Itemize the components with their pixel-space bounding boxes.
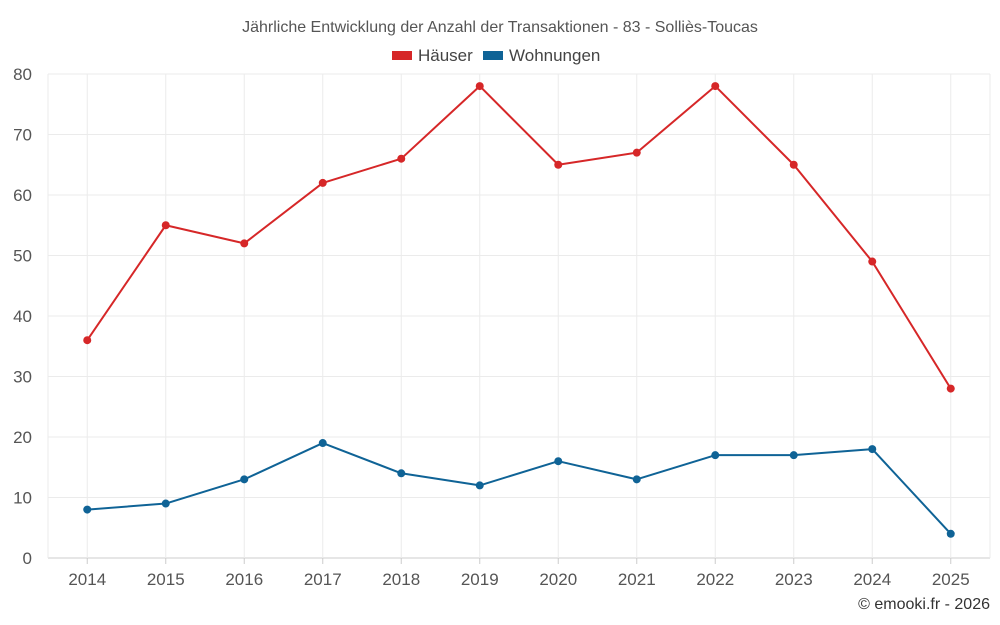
data-point-haeuser[interactable] (711, 82, 720, 91)
data-point-wohnungen[interactable] (632, 475, 641, 484)
gridlines (47, 73, 991, 559)
data-point-haeuser[interactable] (868, 257, 877, 266)
x-tick-label: 2016 (225, 570, 263, 589)
x-tick-label: 2020 (539, 570, 577, 589)
data-point-wohnungen[interactable] (475, 481, 484, 490)
legend-label-wohnungen[interactable]: Wohnungen (509, 46, 600, 65)
legend: Häuser Wohnungen (392, 46, 600, 65)
x-tick-label: 2023 (775, 570, 813, 589)
x-tick-label: 2014 (68, 570, 106, 589)
series-wohnungen (83, 439, 955, 538)
data-point-haeuser[interactable] (240, 239, 249, 248)
data-point-wohnungen[interactable] (946, 529, 955, 538)
x-axis: 2014 2015 2016 2017 2018 2019 2020 2021 2022 2023… (68, 558, 970, 589)
data-point-haeuser[interactable] (318, 178, 327, 187)
y-tick-label: 10 (13, 489, 32, 508)
credit-text: © emooki.fr - 2026 (858, 596, 990, 613)
legend-swatch-haeuser (392, 51, 412, 60)
x-tick-label: 2022 (696, 570, 734, 589)
data-point-wohnungen[interactable] (554, 457, 563, 466)
data-point-haeuser[interactable] (946, 384, 955, 393)
data-point-haeuser[interactable] (161, 221, 170, 230)
y-tick-label: 30 (13, 368, 32, 387)
series (83, 82, 955, 538)
y-tick-label: 0 (23, 549, 32, 568)
y-tick-label: 40 (13, 307, 32, 326)
x-tick-label: 2024 (853, 570, 891, 589)
y-tick-label: 80 (13, 65, 32, 84)
data-point-wohnungen[interactable] (83, 505, 92, 514)
data-point-haeuser[interactable] (632, 148, 641, 157)
series-line-haeuser (86, 85, 952, 390)
x-tick-label: 2025 (932, 570, 970, 589)
chart-title: Jährliche Entwicklung der Anzahl der Tra… (242, 19, 758, 36)
x-tick-label: 2018 (382, 570, 420, 589)
series-haeuser (83, 82, 955, 393)
x-tick-label: 2015 (147, 570, 185, 589)
y-tick-label: 60 (13, 186, 32, 205)
data-point-haeuser[interactable] (475, 82, 484, 91)
y-tick-label: 70 (13, 126, 32, 145)
y-axis: 0 10 20 30 40 50 60 70 80 (13, 65, 32, 568)
x-tick-label: 2019 (461, 570, 499, 589)
data-point-haeuser[interactable] (397, 154, 406, 163)
data-point-wohnungen[interactable] (789, 451, 798, 460)
data-point-wohnungen[interactable] (397, 469, 406, 478)
data-point-wohnungen[interactable] (711, 451, 720, 460)
data-point-haeuser[interactable] (83, 336, 92, 345)
y-tick-label: 20 (13, 428, 32, 447)
legend-label-haeuser[interactable]: Häuser (418, 46, 473, 65)
x-tick-label: 2017 (304, 570, 342, 589)
series-line-wohnungen (87, 442, 952, 535)
data-point-wohnungen[interactable] (161, 499, 170, 508)
data-point-haeuser[interactable] (789, 160, 798, 169)
legend-swatch-wohnungen (483, 51, 503, 60)
data-point-wohnungen[interactable] (868, 445, 877, 454)
data-point-wohnungen[interactable] (240, 475, 249, 484)
y-tick-label: 50 (13, 247, 32, 266)
data-point-haeuser[interactable] (554, 160, 563, 169)
x-tick-label: 2021 (618, 570, 656, 589)
data-point-wohnungen[interactable] (318, 439, 327, 448)
